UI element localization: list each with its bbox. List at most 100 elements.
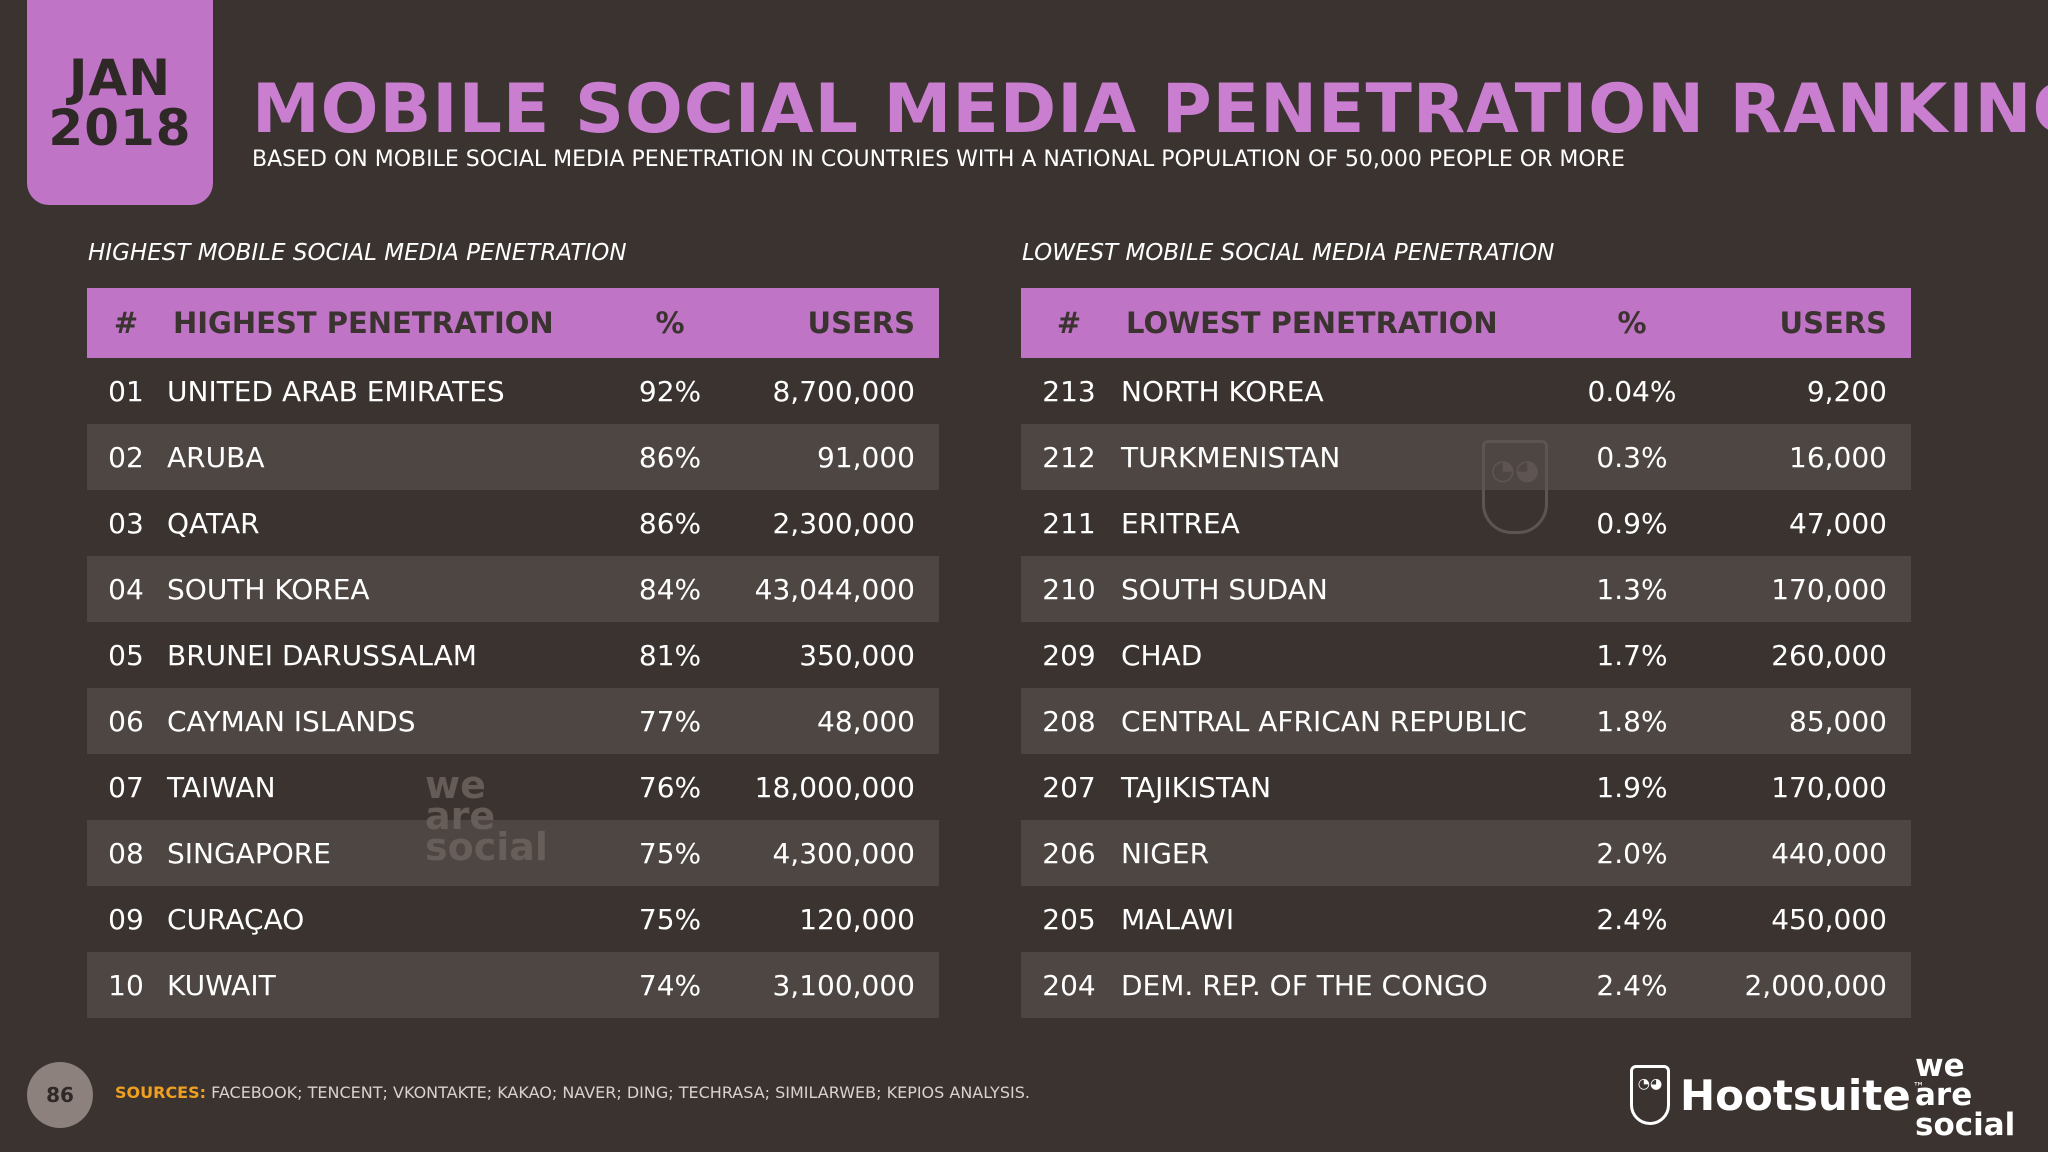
row-country: SOUTH SUDAN — [1121, 572, 1328, 606]
row-country: SOUTH KOREA — [167, 572, 370, 606]
row-country: TURKMENISTAN — [1121, 440, 1341, 474]
row-percentage: 92% — [638, 374, 702, 408]
row-users: 2,300,000 — [772, 506, 915, 540]
row-rank: 03 — [108, 506, 144, 540]
row-percentage: 77% — [638, 704, 702, 738]
table-row: 10 KUWAIT 74% 3,100,000 — [87, 952, 939, 1018]
row-country: SINGAPORE — [167, 836, 331, 870]
row-rank: 204 — [1042, 968, 1096, 1002]
sources-note: SOURCES: FACEBOOK; TENCENT; VKONTAKTE; K… — [115, 1083, 1030, 1102]
row-country: NIGER — [1121, 836, 1210, 870]
row-users: 18,000,000 — [754, 770, 915, 804]
row-percentage: 1.8% — [1596, 704, 1668, 738]
row-country: CURAÇAO — [167, 902, 305, 936]
row-users: 170,000 — [1771, 770, 1887, 804]
row-rank: 10 — [108, 968, 144, 1002]
lowest-penetration-table: # LOWEST PENETRATION % USERS 213 NORTH KO… — [1021, 288, 1911, 1018]
row-users: 2,000,000 — [1744, 968, 1887, 1002]
header-name: HIGHEST PENETRATION — [173, 306, 554, 340]
hootsuite-owl-icon: ◔◕ — [1630, 1065, 1670, 1125]
row-rank: 09 — [108, 902, 144, 936]
table-row: 211 ERITREA 0.9% 47,000 — [1021, 490, 1911, 556]
row-percentage: 81% — [638, 638, 702, 672]
row-rank: 02 — [108, 440, 144, 474]
row-country: CENTRAL AFRICAN REPUBLIC — [1121, 704, 1527, 738]
row-rank: 08 — [108, 836, 144, 870]
row-users: 120,000 — [799, 902, 915, 936]
header-rank: # — [1056, 306, 1082, 340]
row-rank: 07 — [108, 770, 144, 804]
row-rank: 211 — [1042, 506, 1096, 540]
table-row: 204 DEM. REP. OF THE CONGO 2.4% 2,000,000 — [1021, 952, 1911, 1018]
row-percentage: 75% — [638, 836, 702, 870]
hootsuite-logo: ◔◕ Hootsuite ™ — [1630, 1062, 1925, 1128]
row-users: 47,000 — [1789, 506, 1887, 540]
table-row: 04 SOUTH KOREA 84% 43,044,000 — [87, 556, 939, 622]
table-row: 02 ARUBA 86% 91,000 — [87, 424, 939, 490]
date-year: 2018 — [48, 98, 192, 157]
table-row: 05 BRUNEI DARUSSALAM 81% 350,000 — [87, 622, 939, 688]
row-users: 9,200 — [1806, 374, 1887, 408]
row-rank: 05 — [108, 638, 144, 672]
page-title: MOBILE SOCIAL MEDIA PENETRATION RANKINGS — [252, 70, 2048, 149]
table-header: # LOWEST PENETRATION % USERS — [1021, 288, 1911, 358]
table-row: 01 UNITED ARAB EMIRATES 92% 8,700,000 — [87, 358, 939, 424]
we-are-social-logo: we are social — [1915, 1048, 2016, 1143]
row-country: CAYMAN ISLANDS — [167, 704, 416, 738]
row-users: 43,044,000 — [754, 572, 915, 606]
sources-label: SOURCES: — [115, 1083, 207, 1102]
row-percentage: 74% — [638, 968, 702, 1002]
row-users: 450,000 — [1771, 902, 1887, 936]
row-country: TAJIKISTAN — [1121, 770, 1272, 804]
row-country: KUWAIT — [167, 968, 276, 1002]
table-row: 212 TURKMENISTAN 0.3% 16,000 — [1021, 424, 1911, 490]
row-country: BRUNEI DARUSSALAM — [167, 638, 477, 672]
row-country: NORTH KOREA — [1121, 374, 1324, 408]
row-percentage: 0.9% — [1596, 506, 1668, 540]
row-rank: 06 — [108, 704, 144, 738]
table-row: 207 TAJIKISTAN 1.9% 170,000 — [1021, 754, 1911, 820]
row-users: 350,000 — [799, 638, 915, 672]
row-country: DEM. REP. OF THE CONGO — [1121, 968, 1488, 1002]
row-country: UNITED ARAB EMIRATES — [167, 374, 505, 408]
row-rank: 04 — [108, 572, 144, 606]
row-rank: 205 — [1042, 902, 1096, 936]
sources-text: FACEBOOK; TENCENT; VKONTAKTE; KAKAO; NAV… — [206, 1083, 1030, 1102]
hootsuite-wordmark: Hootsuite — [1680, 1070, 1911, 1120]
table-row: 09 CURAÇAO 75% 120,000 — [87, 886, 939, 952]
row-users: 440,000 — [1771, 836, 1887, 870]
row-country: MALAWI — [1121, 902, 1235, 936]
row-users: 91,000 — [817, 440, 915, 474]
lowest-section-label: LOWEST MOBILE SOCIAL MEDIA PENETRATION — [1022, 240, 1555, 266]
page-number: 86 — [27, 1062, 93, 1128]
date-month: JAN — [68, 48, 172, 107]
row-percentage: 1.3% — [1596, 572, 1668, 606]
row-users: 260,000 — [1771, 638, 1887, 672]
highest-section-label: HIGHEST MOBILE SOCIAL MEDIA PENETRATION — [88, 240, 627, 266]
row-percentage: 0.3% — [1596, 440, 1668, 474]
table-row: 03 QATAR 86% 2,300,000 — [87, 490, 939, 556]
row-percentage: 0.04% — [1587, 374, 1677, 408]
row-rank: 207 — [1042, 770, 1096, 804]
table-row: 06 CAYMAN ISLANDS 77% 48,000 — [87, 688, 939, 754]
row-rank: 212 — [1042, 440, 1096, 474]
header-rank: # — [113, 306, 139, 340]
table-row: 206 NIGER 2.0% 440,000 — [1021, 820, 1911, 886]
we-are-social-watermark: we are social — [425, 763, 548, 870]
row-rank: 210 — [1042, 572, 1096, 606]
row-percentage: 1.9% — [1596, 770, 1668, 804]
row-percentage: 86% — [638, 440, 702, 474]
row-users: 16,000 — [1789, 440, 1887, 474]
table-row: 205 MALAWI 2.4% 450,000 — [1021, 886, 1911, 952]
table-row: 208 CENTRAL AFRICAN REPUBLIC 1.8% 85,000 — [1021, 688, 1911, 754]
highest-penetration-table: # HIGHEST PENETRATION % USERS 01 UNITED A… — [87, 288, 939, 1018]
row-percentage: 75% — [638, 902, 702, 936]
table-row: 08 SINGAPORE 75% 4,300,000 — [87, 820, 939, 886]
header-pct: % — [655, 306, 685, 340]
table-row: 210 SOUTH SUDAN 1.3% 170,000 — [1021, 556, 1911, 622]
row-percentage: 2.0% — [1596, 836, 1668, 870]
row-country: QATAR — [167, 506, 260, 540]
page-subtitle: BASED ON MOBILE SOCIAL MEDIA PENETRATION… — [252, 147, 1625, 172]
table-row: 213 NORTH KOREA 0.04% 9,200 — [1021, 358, 1911, 424]
row-users: 4,300,000 — [772, 836, 915, 870]
